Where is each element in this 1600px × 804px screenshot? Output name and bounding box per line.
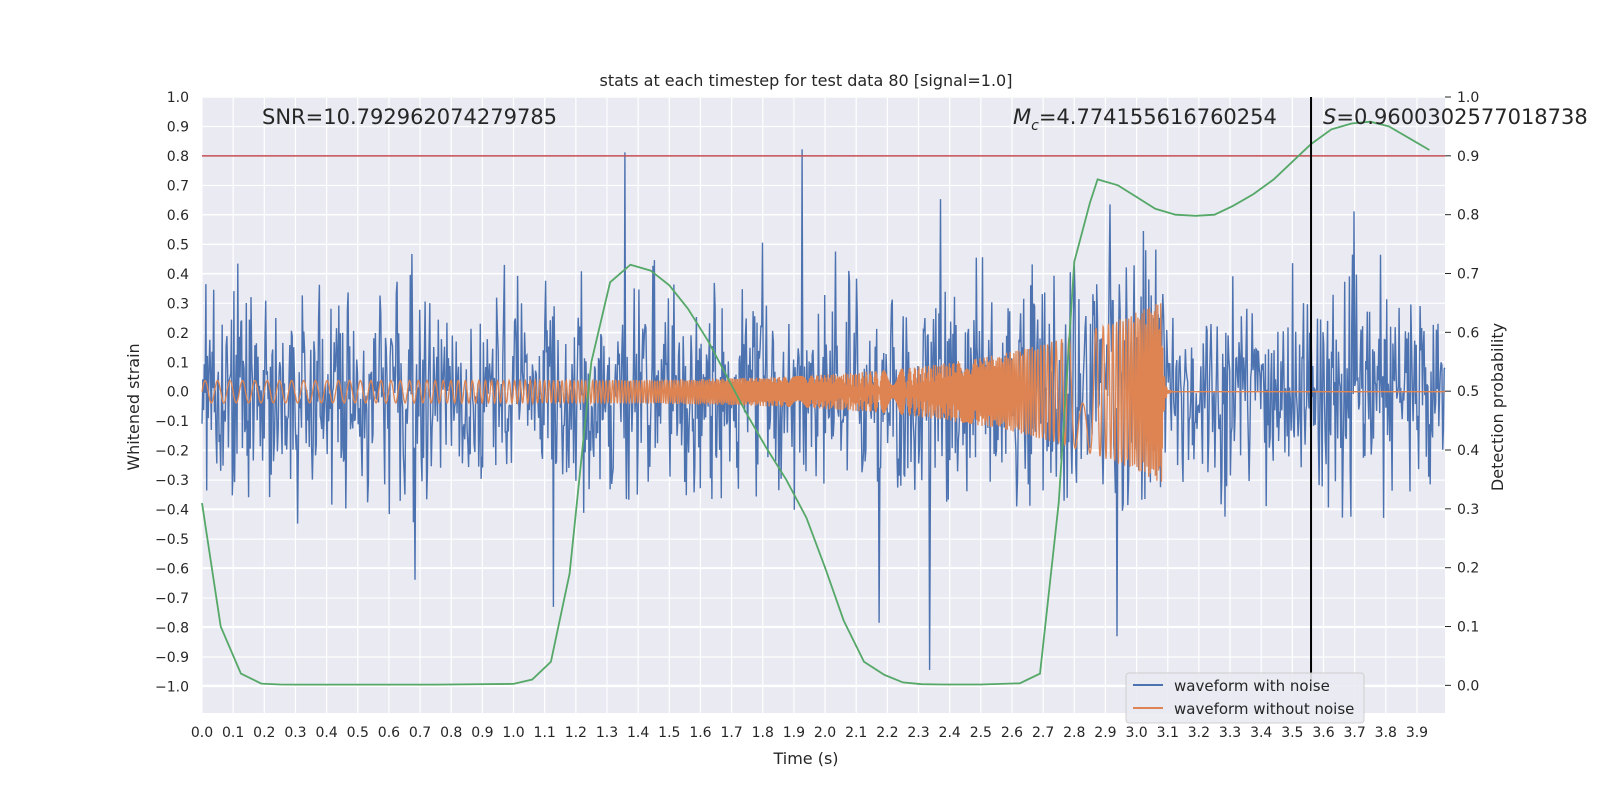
- x-tick-label: 3.1: [1157, 725, 1179, 741]
- x-tick-label: 0.9: [471, 725, 493, 741]
- x-tick-label: 1.0: [502, 725, 524, 741]
- x-tick-label: 1.2: [565, 725, 587, 741]
- y-tick-label: 0.4: [167, 267, 189, 283]
- x-tick-label: 3.7: [1344, 725, 1366, 741]
- y-tick-label: −0.8: [155, 621, 189, 637]
- x-tick-label: 2.2: [876, 725, 898, 741]
- y-tick-label: −0.1: [155, 414, 189, 430]
- y-tick-label: −0.9: [155, 650, 189, 666]
- right-y-axis-label: Detection probability: [1488, 323, 1507, 491]
- chart-title: stats at each timestep for test data 80 …: [600, 71, 1013, 90]
- right-y-tick-label: 0.9: [1457, 149, 1479, 165]
- y-tick-label: −0.4: [155, 503, 189, 519]
- x-tick-label: 0.6: [378, 725, 400, 741]
- x-tick-label: 2.7: [1032, 725, 1054, 741]
- x-tick-label: 0.0: [191, 725, 213, 741]
- x-tick-label: 3.0: [1125, 725, 1147, 741]
- x-tick-label: 1.5: [658, 725, 680, 741]
- x-tick-label: 3.9: [1406, 725, 1428, 741]
- series-waveform-with-noise: [201, 149, 1446, 671]
- x-tick-label: 2.8: [1063, 725, 1085, 741]
- x-tick-label: 1.1: [534, 725, 556, 741]
- x-tick-label: 1.9: [783, 725, 805, 741]
- x-tick-label: 1.3: [596, 725, 618, 741]
- x-axis-ticks: 0.0 0.1 0.2 0.3 0.4 0.5 0.6 0.7 0.8 0.9 1.0 1.1 1.2 1…: [191, 725, 1428, 741]
- x-tick-label: 2.6: [1001, 725, 1023, 741]
- x-axis-label: Time (s): [772, 749, 838, 768]
- right-y-tick-label: 1.0: [1457, 90, 1479, 106]
- x-tick-label: 1.7: [720, 725, 742, 741]
- legend-box: [1125, 672, 1365, 724]
- y-tick-label: 0.5: [167, 237, 189, 253]
- chirp-mass-annotation: Mc=4.774155616760254: [1013, 105, 1277, 134]
- right-y-axis-ticks: 1.0 0.9 0.8 0.7 0.6 0.5 0.4 0.3 0.2 0.1 0.0: [1445, 90, 1479, 694]
- y-tick-label: 0.6: [167, 208, 189, 224]
- y-tick-label: 0.9: [167, 119, 189, 135]
- x-tick-label: 2.9: [1094, 725, 1116, 741]
- snr-annotation: SNR=10.792962074279785: [262, 105, 557, 129]
- x-tick-label: 3.5: [1281, 725, 1303, 741]
- right-y-tick-label: 0.2: [1457, 561, 1479, 577]
- x-tick-label: 2.3: [907, 725, 929, 741]
- y-axis-label: Whitened strain: [124, 343, 143, 470]
- y-tick-label: −1.0: [155, 679, 189, 695]
- x-tick-label: 3.6: [1312, 725, 1334, 741]
- x-tick-label: 1.6: [689, 725, 711, 741]
- x-tick-label: 1.4: [627, 725, 649, 741]
- y-tick-label: 0.0: [167, 385, 189, 401]
- y-tick-label: −0.2: [155, 444, 189, 460]
- x-tick-label: 3.8: [1375, 725, 1397, 741]
- s-annotation: S=0.9600302577018738: [1323, 105, 1588, 129]
- x-tick-label: 3.4: [1250, 725, 1272, 741]
- x-tick-label: 2.5: [970, 725, 992, 741]
- y-axis-ticks: 1.0 0.9 0.8 0.7 0.6 0.5 0.4 0.3 0.2 0.1 0.0 −0.1 −0.…: [155, 90, 189, 695]
- y-tick-label: 0.1: [167, 355, 189, 371]
- series-detection-probability: [201, 120, 1430, 686]
- right-y-tick-label: 0.0: [1457, 678, 1479, 694]
- y-tick-label: −0.6: [155, 562, 189, 578]
- y-tick-label: −0.7: [155, 591, 189, 607]
- y-tick-label: 0.3: [167, 296, 189, 312]
- s-value: =0.9600302577018738: [1336, 105, 1587, 129]
- x-tick-label: 2.1: [845, 725, 867, 741]
- chirp-mass-subscript: c: [1031, 118, 1039, 134]
- right-y-tick-label: 0.3: [1457, 502, 1479, 518]
- x-tick-label: 0.4: [315, 725, 337, 741]
- legend-label-without-noise: waveform without noise: [1174, 700, 1354, 718]
- x-tick-label: 0.1: [222, 725, 244, 741]
- x-tick-label: 2.4: [939, 725, 961, 741]
- x-tick-label: 3.2: [1188, 725, 1210, 741]
- s-symbol: S: [1323, 105, 1336, 129]
- right-y-tick-label: 0.8: [1457, 208, 1479, 224]
- clean-waveform-line: [201, 303, 1445, 482]
- y-tick-label: −0.5: [155, 532, 189, 548]
- x-tick-label: 3.3: [1219, 725, 1241, 741]
- x-tick-label: 0.3: [284, 725, 306, 741]
- noisy-waveform-line: [201, 149, 1446, 671]
- chirp-mass-symbol: M: [1013, 105, 1031, 129]
- x-tick-label: 0.5: [347, 725, 369, 741]
- y-tick-label: 0.2: [167, 326, 189, 342]
- probability-line: [201, 120, 1430, 686]
- right-y-tick-label: 0.7: [1457, 267, 1479, 283]
- series-waveform-without-noise: [201, 303, 1445, 482]
- right-y-tick-label: 0.6: [1457, 325, 1479, 341]
- right-y-tick-label: 0.4: [1457, 443, 1479, 459]
- y-tick-label: 0.8: [167, 149, 189, 165]
- x-tick-label: 0.8: [440, 725, 462, 741]
- x-tick-label: 0.2: [253, 725, 275, 741]
- right-y-tick-label: 0.5: [1457, 384, 1479, 400]
- legend: waveform with noise waveform without noi…: [1125, 672, 1365, 724]
- right-y-tick-label: 0.1: [1457, 620, 1479, 636]
- y-tick-label: 0.7: [167, 178, 189, 194]
- chirp-mass-value: =4.774155616760254: [1039, 105, 1277, 129]
- x-tick-label: 1.8: [752, 725, 774, 741]
- y-tick-label: −0.3: [155, 473, 189, 489]
- x-tick-label: 0.7: [409, 725, 431, 741]
- y-tick-label: 1.0: [167, 90, 189, 106]
- x-tick-label: 2.0: [814, 725, 836, 741]
- legend-label-with-noise: waveform with noise: [1174, 677, 1330, 695]
